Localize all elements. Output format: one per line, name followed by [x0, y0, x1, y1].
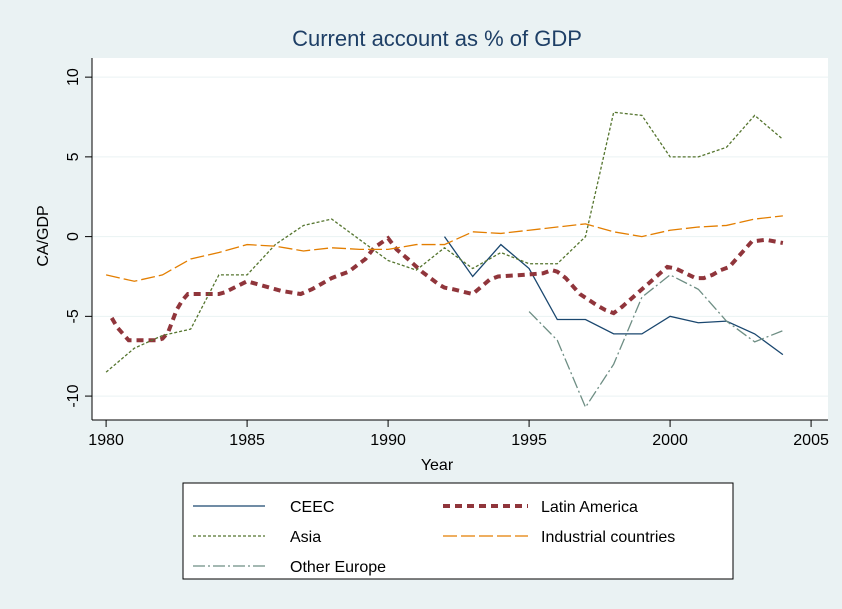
x-tick-label: 1995 — [511, 432, 547, 449]
legend-label: Other Europe — [290, 559, 386, 576]
x-tick-label: 2005 — [793, 432, 829, 449]
legend-label: Industrial countries — [541, 529, 675, 546]
y-tick-label: 0 — [65, 232, 82, 241]
x-tick-label: 2000 — [652, 432, 688, 449]
x-axis-title: Year — [421, 457, 454, 474]
series-line — [110, 235, 784, 343]
series-line — [105, 215, 783, 282]
x-tick-label: 1990 — [370, 432, 406, 449]
legend-label: CEEC — [290, 499, 334, 516]
x-tick-label: 1985 — [229, 432, 265, 449]
y-tick-label: -5 — [65, 309, 82, 323]
series-line — [528, 274, 784, 409]
y-tick-label: -10 — [65, 384, 82, 407]
legend-label: Latin America — [541, 499, 638, 516]
y-axis-title: CA/GDP — [35, 205, 52, 266]
legend-label: Asia — [290, 529, 321, 546]
x-tick-label: 1980 — [88, 432, 124, 449]
series-line — [105, 111, 784, 373]
y-tick-label: 5 — [65, 152, 82, 161]
legend — [182, 482, 734, 580]
plot-area — [92, 58, 828, 420]
chart-title: Current account as % of GDP — [292, 26, 582, 51]
y-tick-label: 10 — [65, 68, 82, 86]
